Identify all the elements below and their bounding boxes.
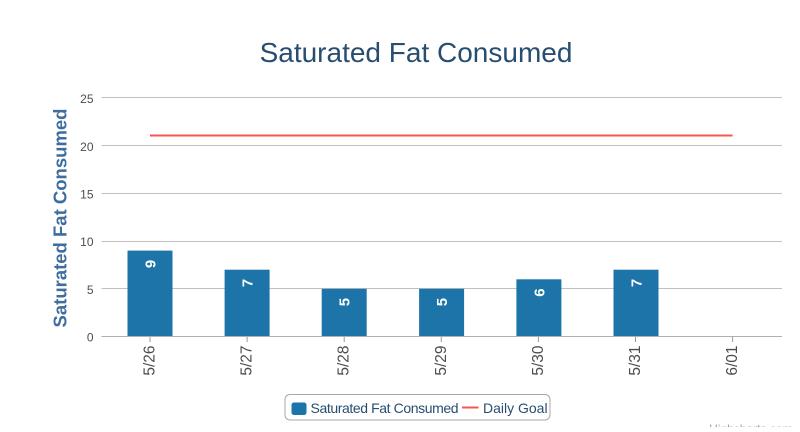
svg-text:10: 10 <box>80 235 94 249</box>
svg-text:25: 25 <box>80 92 94 106</box>
svg-text:0: 0 <box>87 331 94 345</box>
svg-text:5: 5 <box>87 283 94 297</box>
svg-text:Highcharts.com: Highcharts.com <box>709 422 792 427</box>
svg-text:9: 9 <box>143 260 160 268</box>
svg-text:Saturated Fat Consumed: Saturated Fat Consumed <box>260 37 573 68</box>
svg-text:15: 15 <box>80 188 94 202</box>
svg-text:5/27: 5/27 <box>239 346 256 376</box>
svg-text:5: 5 <box>434 298 451 306</box>
svg-text:20: 20 <box>80 140 94 154</box>
svg-text:6/01: 6/01 <box>724 346 741 376</box>
svg-text:Saturated Fat Consumed: Saturated Fat Consumed <box>311 400 459 416</box>
svg-text:7: 7 <box>240 279 257 287</box>
svg-text:5/28: 5/28 <box>336 346 353 376</box>
svg-text:5/31: 5/31 <box>627 346 644 376</box>
svg-text:5: 5 <box>337 298 354 306</box>
svg-text:7: 7 <box>629 279 646 287</box>
svg-text:6: 6 <box>531 288 548 296</box>
svg-text:Saturated Fat Consumed: Saturated Fat Consumed <box>50 109 71 328</box>
svg-text:5/29: 5/29 <box>433 346 450 376</box>
svg-text:Daily Goal: Daily Goal <box>483 400 548 416</box>
svg-text:5/30: 5/30 <box>530 345 547 376</box>
svg-text:5/26: 5/26 <box>142 346 159 376</box>
